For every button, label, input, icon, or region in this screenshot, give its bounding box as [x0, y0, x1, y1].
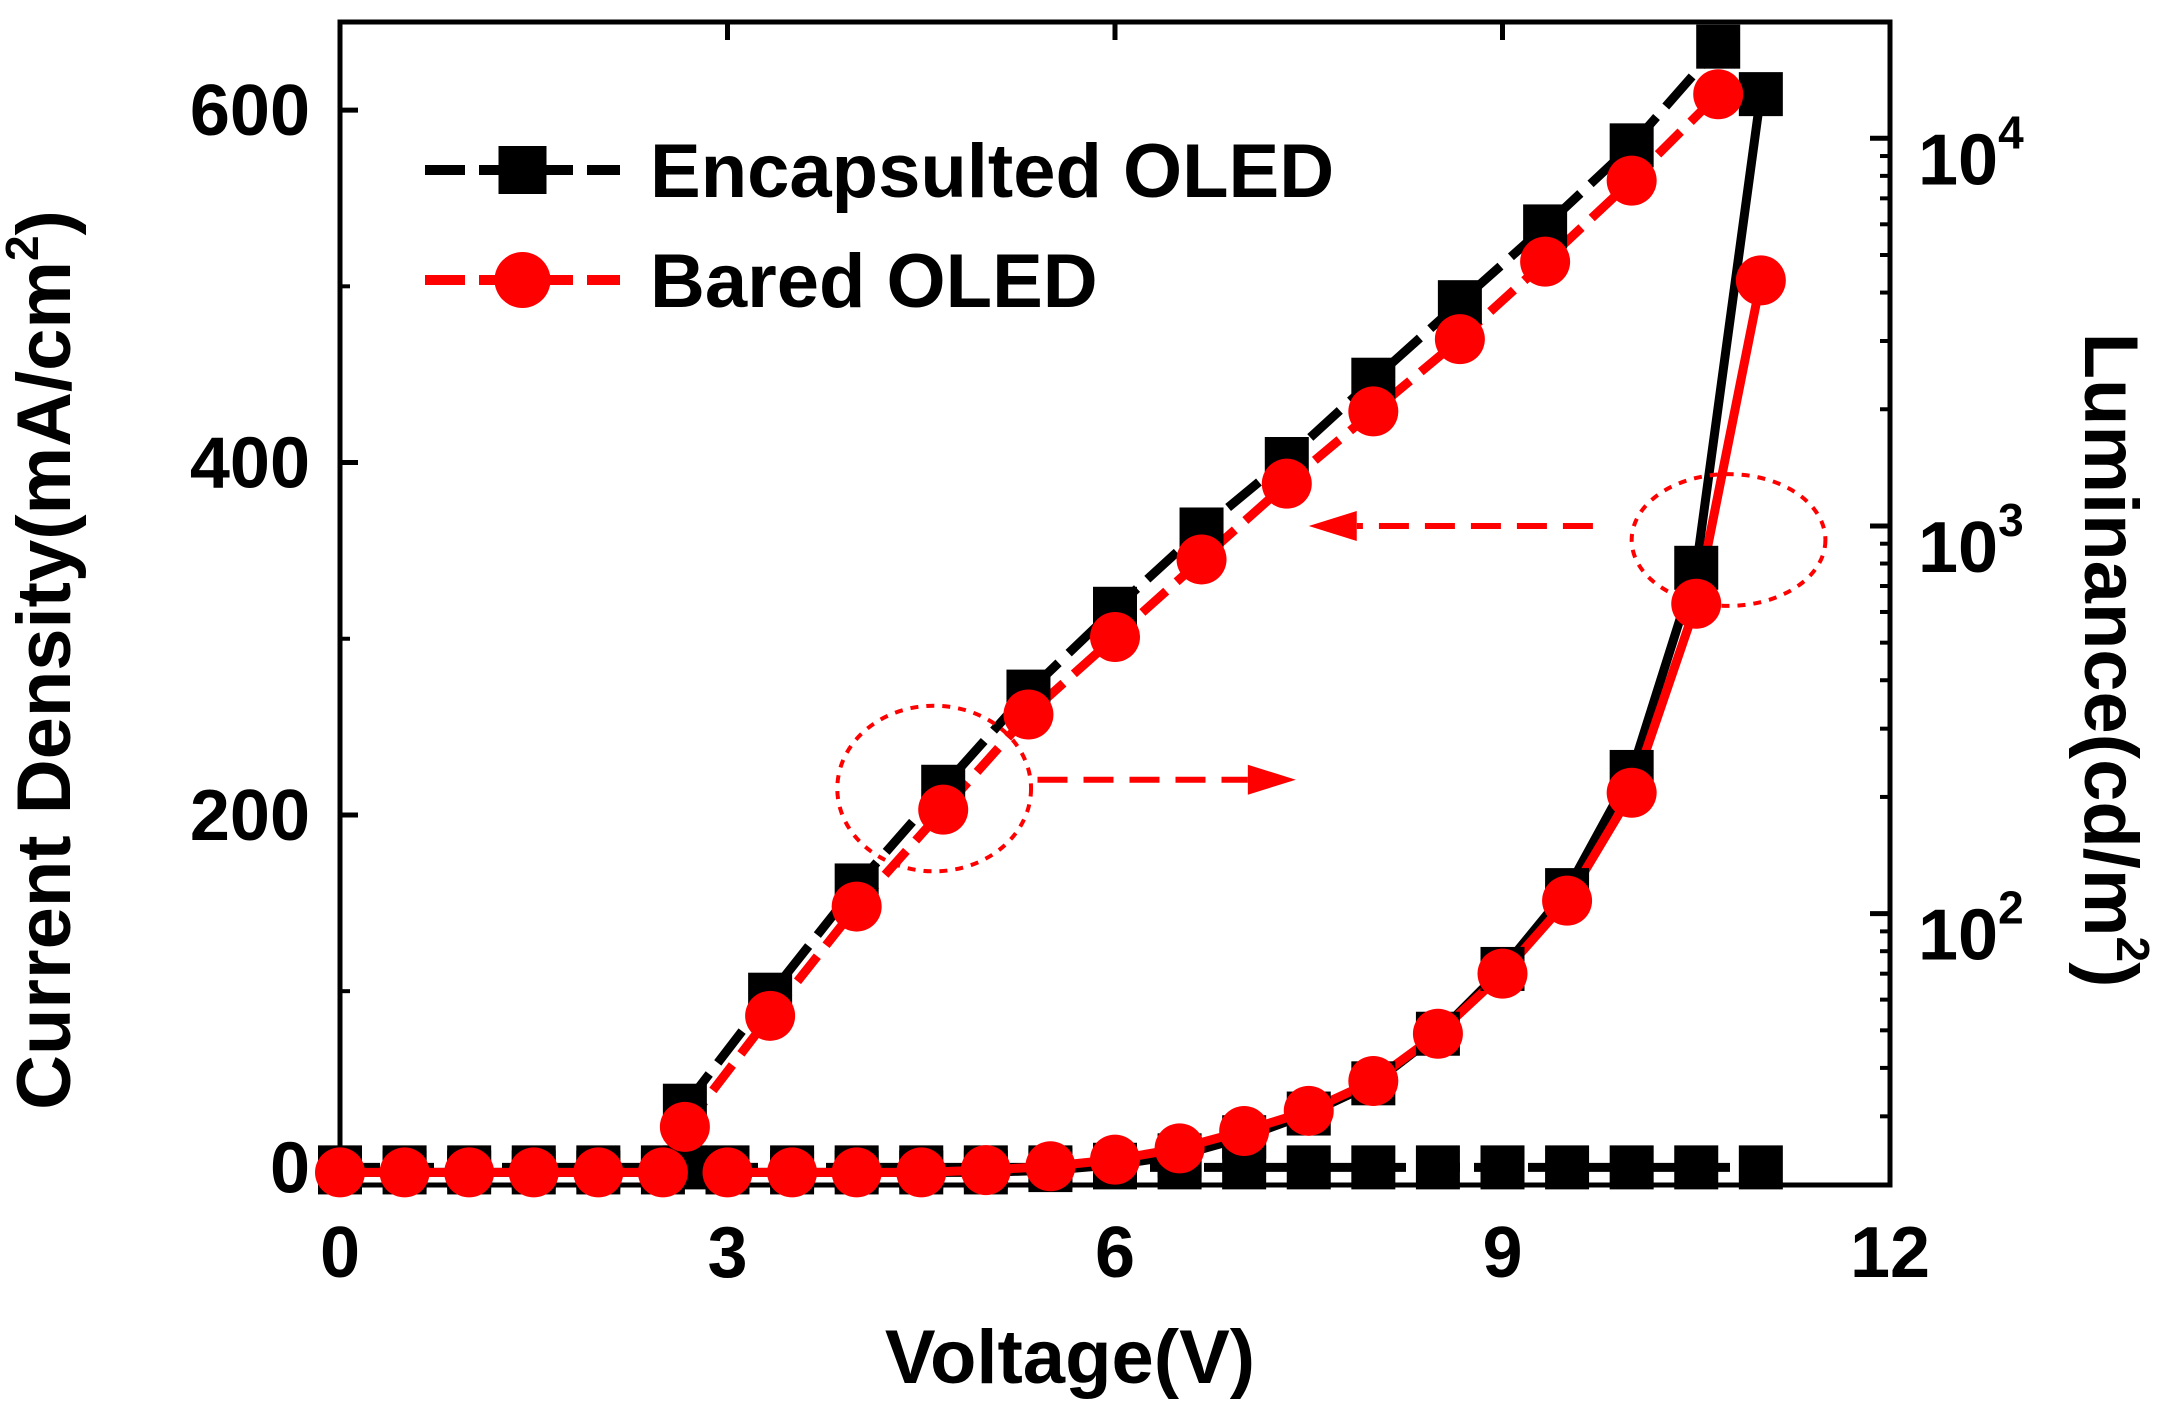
ticks-group: 0 3 6 9 12 0 200 400 600 102 103 104 — [190, 22, 2024, 1293]
data-point-encapsulated — [1286, 1145, 1331, 1190]
annotation-arrow-head — [1308, 510, 1357, 541]
data-point-bared — [1477, 948, 1528, 999]
x-tick-label: 6 — [1095, 1213, 1135, 1293]
x-tick-label: 9 — [1482, 1213, 1522, 1293]
data-point-encapsulated — [1351, 1145, 1396, 1190]
data-point-bared — [508, 1147, 559, 1198]
x-axis-label: Voltage(V) — [885, 1315, 1255, 1400]
data-point-bared — [1261, 458, 1312, 509]
y-right-tick-label: 102 — [1918, 882, 2024, 976]
data-point-encapsulated — [1545, 1145, 1590, 1190]
annotations-group — [835, 472, 1828, 874]
data-point-bared — [1219, 1105, 1270, 1156]
data-point-bared — [637, 1147, 688, 1198]
data-point-encapsulated — [1674, 1145, 1719, 1190]
data-point-bared — [1412, 1008, 1463, 1059]
data-point-encapsulated — [1738, 1145, 1783, 1190]
data-point-bared — [831, 1147, 882, 1198]
data-point-bared — [960, 1145, 1011, 1196]
y-right-tick-label: 104 — [1918, 106, 2024, 200]
data-point-bared — [702, 1147, 753, 1198]
legend-label: Encapsulted OLED — [650, 129, 1334, 214]
data-point-bared — [379, 1147, 430, 1198]
data-point-bared — [896, 1147, 947, 1198]
annotation-circle — [1629, 472, 1828, 608]
y-left-tick-label: 400 — [190, 424, 310, 504]
y-axis-right-label: Luminance(cd/m2) — [2068, 333, 2159, 988]
y-right-tick-label: 103 — [1918, 494, 2024, 588]
y-left-tick-label: 200 — [190, 776, 310, 856]
legend-marker — [494, 252, 551, 308]
data-point-bared — [1434, 314, 1485, 365]
data-point-bared — [1735, 255, 1786, 306]
data-point-bared — [1348, 386, 1399, 437]
annotation-arrow-head — [1247, 764, 1296, 795]
x-tick-label: 12 — [1850, 1213, 1930, 1293]
data-point-encapsulated — [1415, 1145, 1460, 1190]
y-left-tick-label: 600 — [190, 71, 310, 151]
x-tick-label: 3 — [707, 1213, 747, 1293]
data-point-bared — [831, 881, 882, 932]
data-point-bared — [444, 1147, 495, 1198]
data-point-bared — [1606, 767, 1657, 818]
y-left-tick-label: 0 — [270, 1128, 310, 1208]
data-point-bared — [1348, 1056, 1399, 1107]
data-point-encapsulated — [1609, 1145, 1654, 1190]
data-point-bared — [1025, 1141, 1076, 1192]
data-point-encapsulated — [1696, 24, 1741, 69]
data-point-bared — [1606, 155, 1657, 206]
data-point-bared — [1693, 69, 1744, 120]
data-point-encapsulated — [1738, 72, 1783, 117]
data-point-bared — [1090, 611, 1140, 662]
legend-label: Bared OLED — [650, 239, 1098, 324]
data-point-encapsulated — [1480, 1145, 1525, 1190]
data-point-bared — [1283, 1085, 1334, 1136]
data-point-bared — [918, 784, 969, 835]
data-point-bared — [1542, 875, 1593, 926]
legend-item: Bared OLED — [425, 239, 1098, 324]
data-point-bared — [659, 1101, 710, 1152]
data-point-bared — [1154, 1123, 1205, 1174]
legend-item: Encapsulted OLED — [425, 129, 1334, 214]
x-tick-label: 0 — [320, 1213, 360, 1293]
data-point-bared — [1520, 236, 1571, 287]
annotation-circle — [835, 703, 1034, 874]
data-point-bared — [573, 1147, 624, 1198]
data-point-bared — [1176, 534, 1227, 585]
data-point-bared — [767, 1147, 818, 1198]
data-point-bared — [1003, 689, 1054, 740]
legend-marker — [498, 146, 547, 194]
data-point-bared — [1090, 1134, 1140, 1185]
y-axis-left-label: Current Density(mA/cm2) — [0, 210, 87, 1110]
legend: Encapsulted OLED Bared OLED — [425, 129, 1334, 324]
data-point-bared — [315, 1147, 365, 1198]
data-point-bared — [745, 990, 796, 1041]
series-group — [315, 24, 1786, 1198]
